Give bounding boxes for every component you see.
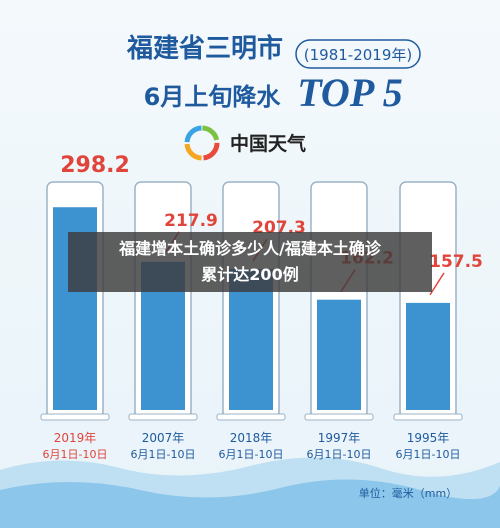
x-date-label: 6月1日-10日 xyxy=(396,448,461,461)
x-date-label: 6月1日-10日 xyxy=(131,448,196,461)
chart-subtitle: (1981-2019年) xyxy=(304,46,412,64)
chart-title: 福建省三明市 xyxy=(126,33,283,64)
wave xyxy=(0,479,500,528)
logo-icon xyxy=(184,125,220,161)
tube-base xyxy=(216,413,286,421)
x-date-label: 6月1日-10日 xyxy=(219,448,284,461)
value-label: 157.5 xyxy=(429,252,483,272)
x-tick-label: 2007年 xyxy=(142,431,185,445)
unit-label: 单位：毫米（mm） xyxy=(359,486,457,500)
x-tick-label: 2019年 xyxy=(54,431,97,445)
brand: 中国天气 xyxy=(230,132,306,155)
value-pointer xyxy=(429,272,445,296)
chart-title2: 6月上旬降水 xyxy=(144,83,282,111)
tube-base xyxy=(304,413,374,421)
overlay-caption: 福建增本土确诊多少人/福建本土确诊 累计达200例 xyxy=(68,232,432,292)
x-tick-label: 1995年 xyxy=(407,431,450,445)
value-label: 217.9 xyxy=(164,211,218,231)
bar xyxy=(229,269,273,410)
caption-line: 福建增本土确诊多少人/福建本土确诊 xyxy=(119,239,381,258)
bar xyxy=(406,302,450,410)
x-tick-label: 1997年 xyxy=(318,431,361,445)
bar xyxy=(317,299,361,410)
x-date-label: 6月1日-10日 xyxy=(307,448,372,461)
tube-base xyxy=(393,413,463,421)
chart-title-em: TOP 5 xyxy=(297,70,403,115)
subtitle-box xyxy=(295,39,421,69)
tube-base xyxy=(40,413,110,421)
caption-line: 累计达200例 xyxy=(201,265,299,284)
tube-base xyxy=(128,413,198,421)
x-date-label: 6月1日-10日 xyxy=(43,448,108,461)
value-label: 298.2 xyxy=(60,153,130,178)
x-tick-label: 2018年 xyxy=(230,431,273,445)
